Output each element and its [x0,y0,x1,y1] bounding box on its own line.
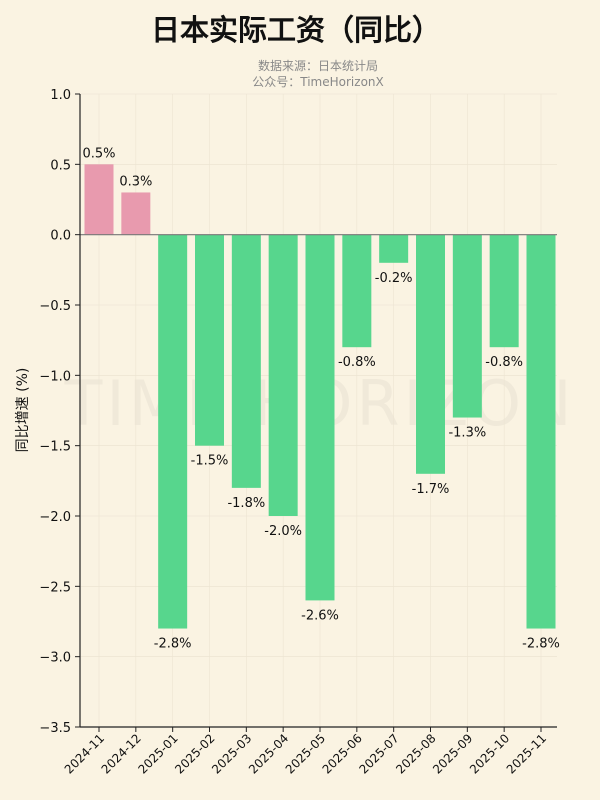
y-tick-label: −3.5 [39,721,71,736]
bar [195,234,224,446]
chart-subtitle-account: 公众号：TimeHorizonX [252,75,383,89]
data-label: 0.3% [119,174,152,189]
bar [342,234,372,348]
bar [526,234,556,629]
bar [379,234,409,263]
data-label: -0.8% [485,355,523,370]
data-label: -1.7% [412,482,450,497]
data-label: -2.0% [264,524,302,539]
chart-title: 日本实际工资（同比） [151,13,441,47]
bar [84,164,114,235]
data-label: -1.5% [191,454,229,469]
bar [158,234,188,629]
data-label: -0.2% [375,271,413,286]
y-tick-label: −3.0 [39,651,71,666]
data-label: 0.5% [82,146,115,161]
data-label: -2.8% [522,637,560,652]
bar [121,192,151,235]
bar [489,234,519,348]
y-tick-label: −1.5 [39,440,71,455]
chart-subtitle-source: 数据来源：日本统计局 [258,58,378,73]
y-tick-label: −1.0 [39,369,71,384]
y-tick-label: 0.0 [50,229,71,244]
data-label: -0.8% [338,355,376,370]
bar [305,234,335,601]
bar [416,234,445,474]
bar [452,234,482,418]
data-label: -2.8% [154,637,192,652]
data-label: -1.8% [227,496,265,511]
data-label: -2.6% [301,608,339,623]
x-tick-label: 2025-11 [504,731,549,776]
data-label: -1.3% [448,426,486,441]
y-tick-label: −2.0 [39,510,71,525]
y-tick-label: −0.5 [39,299,71,314]
y-axis-label: 同比增速 (%) [15,368,31,453]
y-tick-label: 0.5 [50,158,71,173]
y-tick-label: −2.5 [39,580,71,595]
y-tick-label: 1.0 [50,88,71,103]
bar [268,234,298,516]
bar [231,234,261,488]
